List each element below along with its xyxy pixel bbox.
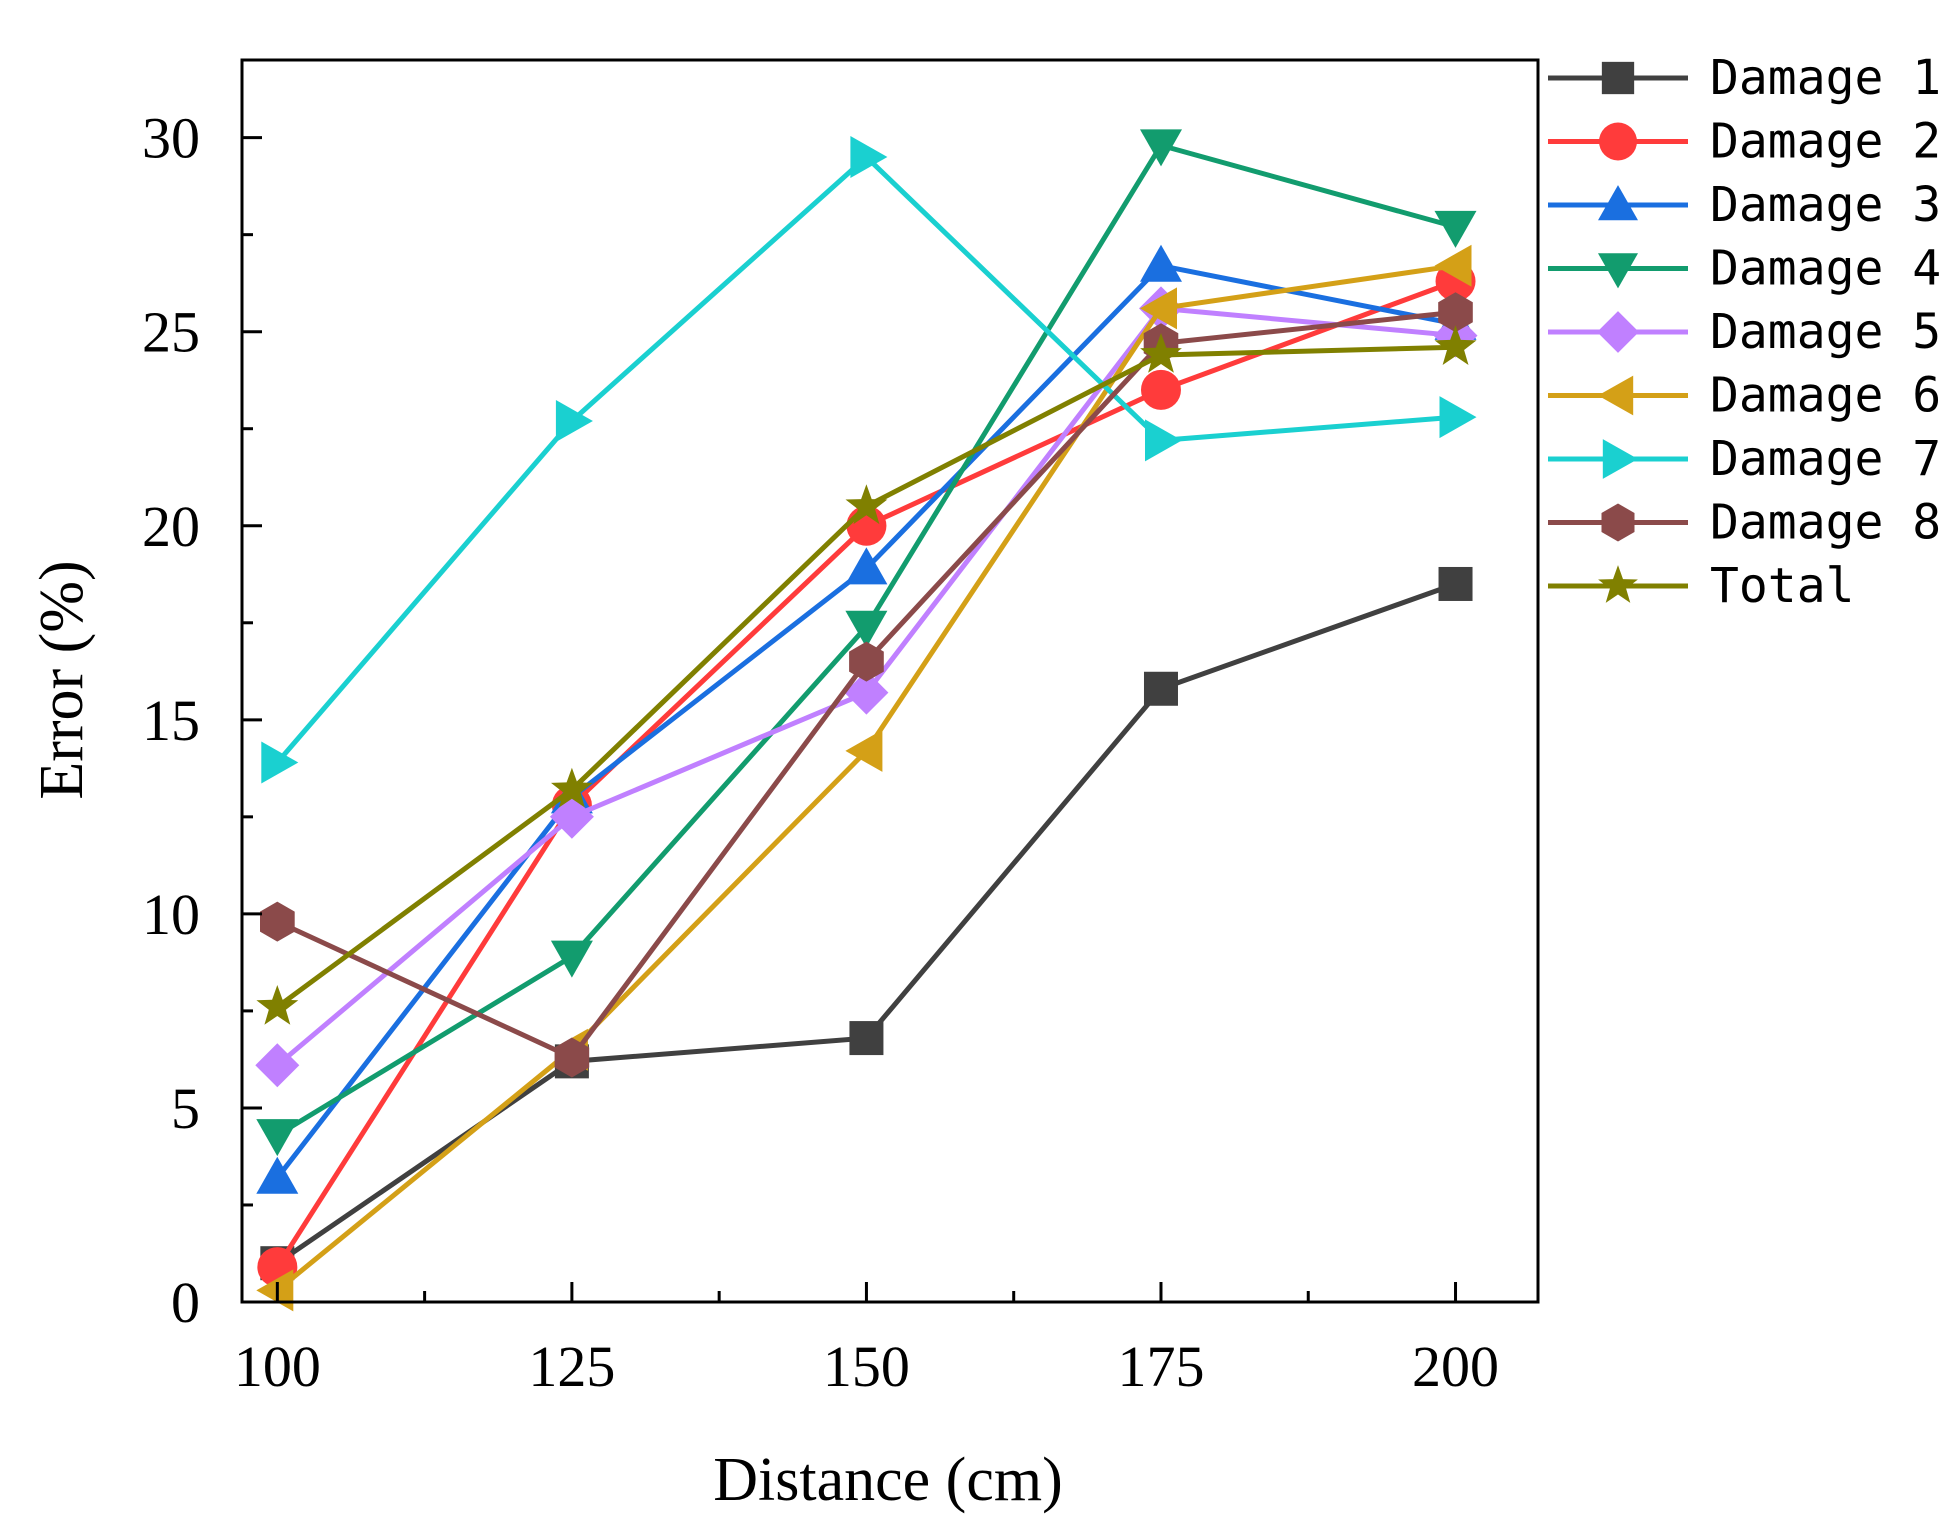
legend: Damage 1 Damage 2 Damage 3 Damage 4 Damage 5… bbox=[1548, 50, 1941, 614]
data-point bbox=[849, 641, 884, 682]
data-point bbox=[845, 610, 888, 648]
data-point bbox=[1438, 292, 1473, 333]
axes: 0 5 10 15 20 25 30 100 125 150 175 200 bbox=[142, 58, 1540, 1399]
data-point bbox=[849, 1021, 884, 1056]
legend-label: Damage 3 bbox=[1710, 177, 1941, 233]
legend-marker bbox=[1598, 565, 1638, 603]
x-tick-label: 175 bbox=[1117, 1334, 1204, 1399]
y-tick-label: 5 bbox=[171, 1076, 200, 1141]
data-point bbox=[1434, 325, 1477, 365]
series-damage-7 bbox=[261, 136, 1477, 784]
data-point bbox=[1140, 129, 1182, 167]
series-total bbox=[256, 325, 1477, 1025]
data-point bbox=[850, 136, 888, 178]
legend-marker bbox=[1598, 185, 1638, 221]
data-point bbox=[845, 547, 888, 585]
legend-entry: Damage 6 bbox=[1548, 368, 1941, 424]
data-point bbox=[1140, 369, 1181, 410]
legend-marker bbox=[1601, 503, 1635, 542]
legend-entry: Damage 8 bbox=[1548, 495, 1941, 551]
plot-area bbox=[255, 129, 1478, 1312]
legend-entry: Damage 7 bbox=[1548, 431, 1941, 487]
data-point bbox=[555, 400, 593, 442]
x-tick-label: 100 bbox=[234, 1334, 321, 1399]
data-point bbox=[1143, 671, 1178, 706]
data-point bbox=[845, 729, 883, 772]
series-line bbox=[275, 263, 1456, 1293]
legend-label: Damage 5 bbox=[1710, 304, 1941, 360]
data-point bbox=[255, 1043, 300, 1088]
series-damage-8 bbox=[260, 292, 1473, 1078]
y-tick-label: 0 bbox=[171, 1270, 200, 1335]
data-point bbox=[260, 901, 295, 942]
x-axis-title: Distance (cm) bbox=[713, 1446, 1062, 1514]
data-point bbox=[256, 1156, 299, 1194]
legend-entry: Damage 4 bbox=[1548, 241, 1941, 297]
data-point bbox=[550, 940, 593, 978]
data-point bbox=[1439, 396, 1477, 439]
legend-entry: Damage 5 bbox=[1548, 304, 1941, 360]
data-point bbox=[551, 767, 593, 808]
legend-marker bbox=[1601, 61, 1635, 95]
data-point bbox=[1434, 210, 1477, 248]
legend-marker bbox=[1598, 375, 1634, 416]
legend-entry: Damage 3 bbox=[1548, 177, 1941, 233]
y-tick-label: 25 bbox=[142, 300, 200, 365]
data-point bbox=[844, 670, 889, 715]
legend-marker bbox=[1599, 122, 1637, 161]
plot-frame bbox=[240, 58, 1540, 1304]
y-tick-label: 15 bbox=[142, 688, 200, 753]
legend-label: Damage 4 bbox=[1710, 241, 1941, 297]
x-tick-label: 150 bbox=[823, 1334, 910, 1399]
data-point bbox=[256, 985, 299, 1025]
legend-label: Total bbox=[1710, 558, 1855, 614]
data-point bbox=[1140, 287, 1177, 330]
legend-entry: Damage 1 bbox=[1548, 50, 1941, 106]
legend-label: Damage 7 bbox=[1710, 431, 1941, 487]
data-point bbox=[256, 1119, 299, 1157]
data-point bbox=[261, 741, 299, 784]
legend-label: Damage 8 bbox=[1710, 495, 1941, 551]
legend-label: Damage 6 bbox=[1710, 368, 1941, 424]
data-point bbox=[554, 1037, 590, 1078]
y-axis-title: Error (%) bbox=[28, 560, 96, 799]
data-point bbox=[1140, 244, 1182, 282]
x-tick-label: 200 bbox=[1412, 1334, 1499, 1399]
data-point bbox=[845, 484, 888, 525]
y-tick-label: 30 bbox=[142, 106, 200, 171]
x-tick-label: 125 bbox=[528, 1334, 615, 1399]
data-point bbox=[1140, 333, 1182, 373]
data-point bbox=[1438, 566, 1473, 601]
y-tick-label: 10 bbox=[142, 882, 200, 947]
legend-marker bbox=[1598, 253, 1638, 289]
legend-label: Damage 2 bbox=[1710, 114, 1941, 170]
legend-marker bbox=[1597, 311, 1639, 353]
series-damage-4 bbox=[256, 129, 1477, 1157]
legend-entry: Damage 2 bbox=[1548, 114, 1941, 170]
y-tick-label: 20 bbox=[142, 494, 200, 559]
legend-entry: Total bbox=[1548, 558, 1855, 614]
data-point bbox=[1145, 419, 1182, 462]
legend-marker bbox=[1602, 439, 1638, 479]
legend-label: Damage 1 bbox=[1710, 50, 1941, 106]
series-damage-2 bbox=[257, 261, 1476, 1288]
data-point bbox=[1434, 244, 1472, 287]
